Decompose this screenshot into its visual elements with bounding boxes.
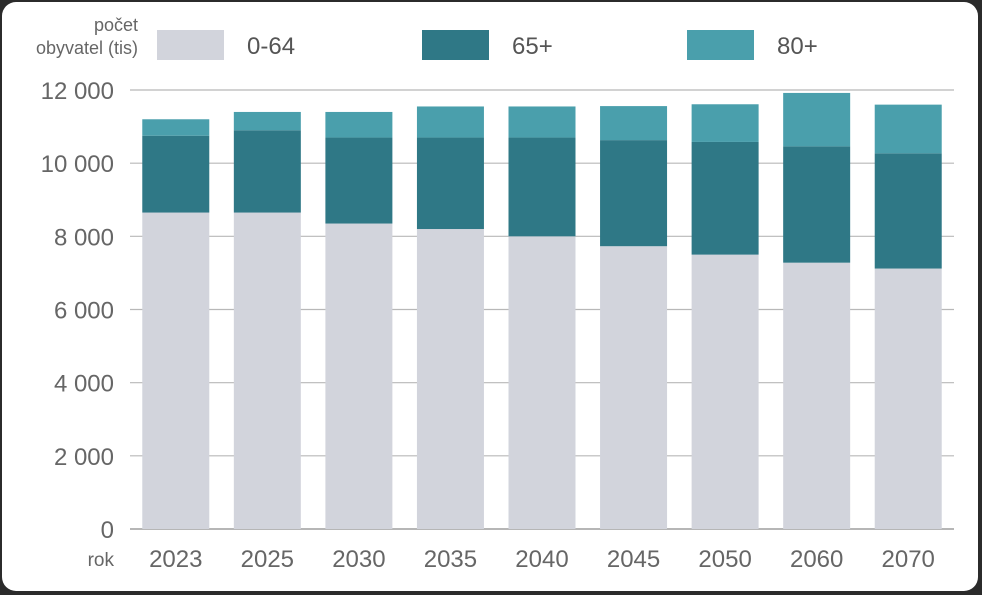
bar-65+-2060: [783, 146, 851, 263]
bar-0-64-2045: [600, 246, 668, 530]
bar-65+-2040: [508, 137, 576, 237]
y-tick-label: 6 000: [54, 298, 114, 325]
x-tick-label: 2035: [424, 546, 477, 573]
bar-0-64-2050: [691, 254, 759, 529]
bar-80+-2030: [325, 111, 393, 138]
x-axis-ticks: 2023 2025 2030 2035 2040 2045 2050 2060 2070: [149, 546, 935, 573]
bar-65+-2045: [600, 140, 668, 247]
y-axis-title-line2: obyvatel (tis): [36, 38, 138, 58]
x-tick-label: 2023: [149, 546, 202, 573]
y-tick-label: 4 000: [54, 371, 114, 398]
x-tick-label: 2060: [790, 546, 843, 573]
x-tick-label: 2045: [607, 546, 660, 573]
bar-80+-2050: [691, 104, 759, 142]
legend-label-80+: 80+: [777, 33, 818, 60]
bar-80+-2023: [142, 119, 210, 136]
bar-65+-2050: [691, 141, 759, 255]
legend-swatch-80+: [687, 30, 754, 60]
y-tick-label: 10 000: [41, 151, 114, 178]
bar-0-64-2030: [325, 223, 393, 529]
x-tick-label: 2025: [241, 546, 294, 573]
bar-65+-2035: [416, 137, 484, 230]
x-tick-label: 2070: [882, 546, 935, 573]
bar-65+-2070: [874, 153, 942, 269]
y-axis-title-line1: počet: [94, 15, 138, 35]
y-axis-ticks: 0 2 000 4 000 6 000 8 000 10 000 12 000: [41, 78, 114, 544]
x-tick-label: 2030: [332, 546, 385, 573]
bar-0-64-2070: [874, 268, 942, 529]
bar-80+-2025: [233, 111, 301, 131]
x-tick-label: 2050: [698, 546, 751, 573]
y-tick-label: 2 000: [54, 444, 114, 471]
legend: 0-64 65+ 80+: [157, 30, 818, 60]
bar-80+-2035: [416, 106, 484, 138]
bar-80+-2070: [874, 104, 942, 154]
bar-0-64-2025: [233, 212, 301, 529]
legend-label-65+: 65+: [512, 33, 553, 60]
legend-label-0-64: 0-64: [247, 33, 295, 60]
legend-swatch-65+: [422, 30, 489, 60]
legend-swatch-0-64: [157, 30, 224, 60]
bar-0-64-2060: [783, 262, 851, 529]
x-axis-title: rok: [88, 550, 115, 571]
bars: [142, 92, 942, 530]
bar-0-64-2040: [508, 236, 576, 530]
bar-0-64-2035: [416, 229, 484, 529]
bar-80+-2040: [508, 106, 576, 138]
x-tick-label: 2040: [515, 546, 568, 573]
bar-80+-2045: [600, 106, 668, 141]
bar-65+-2023: [142, 135, 210, 213]
bar-65+-2030: [325, 137, 393, 224]
bar-0-64-2023: [142, 212, 210, 529]
y-tick-label: 12 000: [41, 78, 114, 105]
bar-65+-2025: [233, 130, 301, 213]
y-tick-label: 8 000: [54, 224, 114, 251]
bar-80+-2060: [783, 92, 851, 147]
y-tick-label: 0: [101, 517, 114, 544]
